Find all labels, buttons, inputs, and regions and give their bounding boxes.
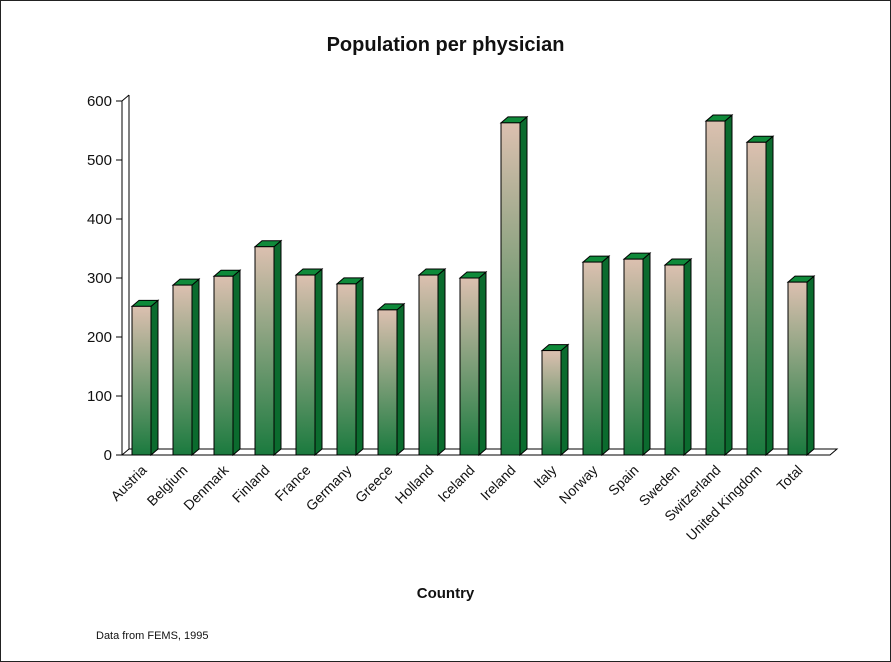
x-tick-label: Spain [605, 462, 642, 499]
bar-side [724, 113, 733, 457]
bar-front [705, 120, 726, 456]
bar-front [336, 283, 357, 456]
bar [335, 276, 365, 457]
bar-front [787, 281, 808, 456]
bar [704, 113, 734, 457]
bar-side [806, 275, 815, 457]
x-tick-label: Greece [352, 462, 396, 506]
bar-front [459, 277, 480, 456]
bar [540, 343, 570, 457]
y-tick-labels: 0 100 200 300 400 500 600 [87, 93, 112, 464]
bar-front [541, 350, 562, 456]
bar-side [355, 276, 364, 457]
bar-front [295, 274, 316, 456]
x-tick-labels: AustriaBelgiumDenmarkFinlandFranceGerman… [107, 461, 805, 543]
bar-front [213, 275, 234, 456]
bar-side [642, 252, 651, 457]
bar-side [396, 302, 405, 457]
bar-front [377, 309, 398, 456]
x-tick-label: Finland [229, 462, 273, 506]
bar-front [254, 246, 275, 456]
bar [458, 270, 488, 457]
x-tick-label: Denmark [180, 461, 232, 513]
bar-front [664, 264, 685, 456]
source-note: Data from FEMS, 1995 [96, 630, 209, 642]
x-tick-label: Norway [556, 462, 601, 507]
bar [663, 257, 693, 457]
x-tick-label: Ireland [477, 462, 519, 504]
bar [786, 275, 816, 457]
bar-front [172, 284, 193, 456]
bar-side [683, 257, 692, 457]
y-tick-label: 300 [87, 270, 112, 287]
bar [622, 252, 652, 457]
bar-side [314, 267, 323, 457]
bar [294, 267, 324, 457]
y-tick-label: 400 [87, 211, 112, 228]
bar-side [273, 239, 282, 457]
bar-side [232, 269, 241, 457]
bar-front [418, 274, 439, 456]
x-tick-label: United Kingdom [683, 462, 765, 544]
bar [253, 239, 283, 457]
x-tick-label: Italy [530, 462, 559, 491]
bar [581, 254, 611, 457]
x-tick-label: Total [773, 462, 805, 494]
y-tick-label: 500 [87, 152, 112, 169]
y-tick-label: 600 [87, 93, 112, 110]
bar-front [131, 305, 152, 456]
bar [499, 115, 529, 457]
bar-side [519, 115, 528, 457]
bar-side [150, 299, 159, 457]
x-tick-label: Iceland [434, 462, 477, 505]
bar [376, 302, 406, 457]
bar-front [582, 261, 603, 456]
x-axis-title: Country [416, 585, 475, 602]
bar-side [191, 277, 200, 457]
bar-front [500, 122, 521, 456]
bar-side [765, 135, 774, 457]
y-tick-label: 200 [87, 329, 112, 346]
bar-side [437, 267, 446, 457]
bar [212, 269, 242, 457]
bar-group [130, 113, 816, 457]
bar [417, 267, 447, 457]
y-tick-label: 100 [87, 388, 112, 405]
bar [171, 277, 201, 457]
bar [745, 135, 775, 457]
bar-side [478, 270, 487, 457]
bar-side [601, 254, 610, 457]
y-axis-top-edge [121, 94, 130, 102]
y-tick-label: 0 [104, 447, 112, 464]
x-tick-label: Germany [303, 462, 355, 514]
x-tick-label: Holland [392, 462, 437, 507]
bar [130, 299, 160, 457]
bar-side [560, 343, 569, 457]
bar-front [623, 258, 644, 456]
chart-title: Population per physician [326, 34, 565, 56]
bar-front [746, 141, 767, 456]
